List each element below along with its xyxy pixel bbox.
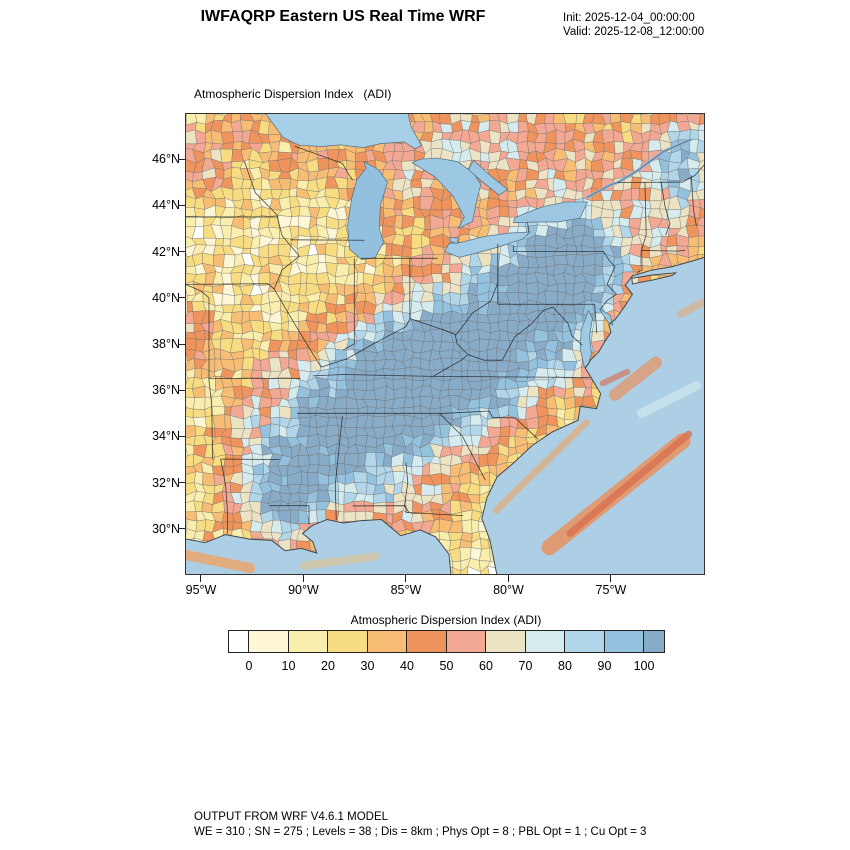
lon-tick-label: 85°W [390, 583, 422, 597]
footer-block: OUTPUT FROM WRF V4.6.1 MODEL WE = 310 ; … [194, 810, 646, 840]
lon-tick-mark [200, 575, 202, 582]
colorbar-tick-label: 50 [439, 659, 454, 673]
lon-tick-mark [405, 575, 407, 582]
colorbar-tick-label: 60 [479, 659, 493, 673]
lon-tick-mark [610, 575, 612, 582]
lat-tick-mark [178, 528, 185, 530]
lat-tick-mark [178, 389, 185, 391]
lat-tick-mark [178, 251, 185, 253]
init-time-label: Init: 2025-12-04_00:00:00 [563, 12, 695, 24]
colorbar-tick-label: 90 [597, 659, 612, 673]
colorbar [228, 630, 665, 653]
colorbar-tick-label: 40 [400, 659, 414, 673]
colorbar-cell [328, 631, 368, 652]
colorbar-tick-label: 70 [518, 659, 533, 673]
lon-tick-label: 95°W [185, 583, 217, 597]
lat-tick-label: 40°N [152, 290, 180, 305]
lat-tick-mark [178, 204, 185, 206]
lat-tick-label: 38°N [152, 337, 180, 351]
lon-tick-mark [302, 575, 304, 582]
footer-config-line: WE = 310 ; SN = 275 ; Levels = 38 ; Dis … [194, 826, 647, 838]
colorbar-tick-label: 0 [245, 659, 253, 673]
colorbar-cell [565, 631, 605, 652]
lon-tick-label: 75°W [595, 583, 627, 597]
run-times: Init: 2025-12-04_00:00:00 Valid: 2025-12… [563, 11, 704, 39]
colorbar-tick-label: 100 [633, 659, 655, 673]
lat-tick-mark [178, 343, 185, 345]
page-title: IWFAQRP Eastern US Real Time WRF [200, 8, 486, 25]
colorbar-tick-label: 20 [321, 659, 335, 673]
lat-tick-label: 34°N [152, 429, 180, 444]
footer-model-line: OUTPUT FROM WRF V4.6.1 MODEL [194, 811, 389, 823]
lat-tick-mark [178, 297, 185, 299]
lon-tick-label: 80°W [493, 583, 524, 597]
colorbar-tick-label: 80 [558, 659, 572, 673]
colorbar-cell [288, 631, 328, 652]
colorbar-cell [446, 631, 486, 652]
colorbar-cell [229, 631, 249, 652]
colorbar-cell [367, 631, 407, 652]
lon-tick-mark [507, 575, 509, 582]
lat-tick-mark [178, 482, 185, 484]
lon-tick-label: 90°W [288, 583, 319, 597]
colorbar-cell [644, 631, 664, 652]
colorbar-title: Atmospheric Dispersion Index (ADI) [350, 613, 542, 627]
valid-time-label: Valid: 2025-12-08_12:00:00 [563, 26, 705, 38]
lat-tick-label: 42°N [152, 244, 180, 259]
colorbar-cell [604, 631, 644, 652]
lat-tick-label: 46°N [152, 152, 180, 167]
adi-map-canvas [185, 113, 705, 575]
colorbar-cell [525, 631, 565, 652]
lat-tick-label: 44°N [152, 198, 180, 213]
map-field-label: Atmospheric Dispersion Index (ADI) [194, 87, 392, 101]
map-frame [185, 113, 705, 575]
colorbar-cell [249, 631, 289, 652]
lat-tick-label: 36°N [152, 383, 180, 398]
colorbar-cell [486, 631, 526, 652]
colorbar-cell [407, 631, 447, 652]
colorbar-tick-label: 10 [281, 659, 296, 673]
lat-tick-label: 30°N [152, 521, 180, 536]
colorbar-tick-label: 30 [360, 659, 375, 673]
lat-tick-mark [178, 435, 185, 437]
lat-tick-label: 32°N [152, 475, 180, 490]
lat-tick-mark [178, 158, 185, 160]
